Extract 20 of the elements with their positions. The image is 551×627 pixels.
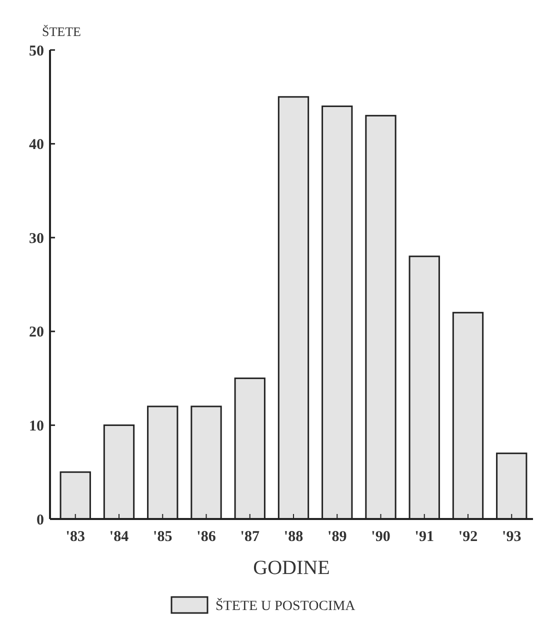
x-tick-label: '88 (284, 529, 304, 545)
y-tick-label: 40 (29, 137, 44, 154)
y-tick-label: 30 (29, 230, 44, 247)
x-tick-label: '91 (414, 529, 434, 545)
x-tick-label: '85 (153, 529, 172, 545)
x-tick-label: '89 (328, 529, 347, 545)
x-tick-label: '83 (66, 529, 85, 545)
x-tick-label: '84 (109, 529, 130, 545)
y-tick-label: 10 (29, 418, 44, 434)
y-tick-label: 20 (29, 324, 44, 341)
x-axis-title: GODINE (253, 557, 330, 579)
x-tick-label: '86 (196, 529, 216, 545)
x-tick-label: '92 (458, 529, 478, 545)
x-tick-label: '87 (240, 529, 260, 545)
legend-label: ŠTETE U POSTOCIMA (216, 597, 356, 614)
x-tick-label: '90 (371, 529, 390, 545)
y-tick-label: 50 (29, 43, 44, 60)
y-tick-label: 0 (36, 512, 44, 528)
y-axis-title: ŠTETE (42, 24, 82, 39)
x-tick-label: '93 (502, 529, 522, 545)
